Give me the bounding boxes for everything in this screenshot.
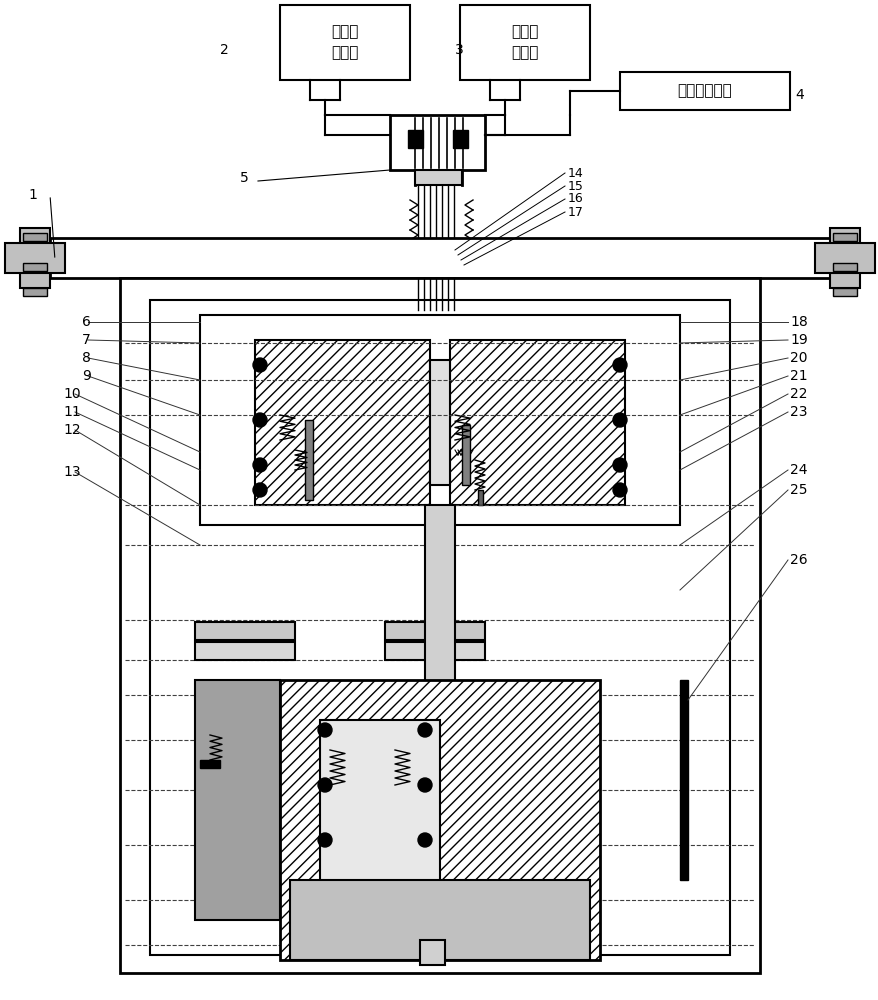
Circle shape [612, 458, 626, 472]
Bar [385, 642, 485, 660]
Text: 3: 3 [455, 43, 464, 57]
Bar [414, 170, 462, 185]
Text: 26: 26 [789, 553, 807, 567]
Bar [459, 5, 589, 80]
Bar [23, 288, 47, 296]
Text: 2: 2 [220, 43, 228, 57]
Circle shape [318, 833, 332, 847]
Text: 15: 15 [567, 180, 583, 193]
Bar [280, 680, 600, 960]
Bar [390, 115, 485, 170]
Circle shape [418, 723, 431, 737]
Bar [255, 340, 429, 505]
Circle shape [612, 413, 626, 427]
Text: 21: 21 [789, 369, 807, 383]
Circle shape [318, 778, 332, 792]
Bar [829, 228, 859, 288]
Bar [680, 680, 687, 880]
Text: 热电偶温度计: 热电偶温度计 [677, 84, 731, 99]
Text: 8: 8 [82, 351, 90, 365]
Circle shape [253, 483, 267, 497]
Bar [425, 505, 455, 955]
Bar [305, 420, 313, 500]
Text: 14: 14 [567, 167, 583, 180]
Text: 23: 23 [789, 405, 807, 419]
Circle shape [418, 833, 431, 847]
Bar [429, 360, 450, 485]
Text: 10: 10 [63, 387, 81, 401]
Bar [619, 72, 789, 110]
Text: 11: 11 [63, 405, 81, 419]
Bar [195, 642, 295, 660]
Bar [290, 880, 589, 960]
Bar [20, 228, 50, 288]
Circle shape [612, 358, 626, 372]
Bar [23, 233, 47, 241]
Circle shape [612, 483, 626, 497]
Bar [420, 940, 444, 965]
Bar [200, 315, 680, 525]
Bar [462, 425, 470, 485]
Bar [195, 680, 280, 920]
Text: 电化学
工作站: 电化学 工作站 [331, 25, 358, 61]
Text: 7: 7 [82, 333, 90, 347]
Bar [195, 622, 295, 640]
Text: 25: 25 [789, 483, 807, 497]
Bar [478, 490, 482, 505]
Text: 1: 1 [28, 188, 37, 202]
Bar [280, 5, 409, 80]
Text: 13: 13 [63, 465, 81, 479]
Polygon shape [407, 130, 422, 148]
Circle shape [318, 723, 332, 737]
Circle shape [253, 413, 267, 427]
Bar [832, 288, 856, 296]
Bar [832, 263, 856, 271]
Polygon shape [452, 130, 467, 148]
Text: 19: 19 [789, 333, 807, 347]
Bar [200, 760, 220, 768]
Text: 17: 17 [567, 206, 583, 219]
Text: 22: 22 [789, 387, 807, 401]
Bar [150, 300, 729, 955]
Text: 电化学
工作站: 电化学 工作站 [511, 25, 538, 61]
Circle shape [253, 358, 267, 372]
Text: 24: 24 [789, 463, 807, 477]
Text: 16: 16 [567, 192, 583, 206]
Bar [385, 622, 485, 640]
Text: 12: 12 [63, 423, 81, 437]
Circle shape [253, 458, 267, 472]
Bar [320, 720, 440, 920]
Bar [23, 263, 47, 271]
Bar [814, 243, 874, 273]
Bar [5, 243, 65, 273]
Bar [50, 238, 829, 278]
Bar [832, 233, 856, 241]
Text: 6: 6 [82, 315, 90, 329]
Circle shape [418, 778, 431, 792]
Text: 18: 18 [789, 315, 807, 329]
Bar [120, 278, 759, 973]
Text: 9: 9 [82, 369, 90, 383]
Text: 5: 5 [240, 171, 248, 185]
Text: 20: 20 [789, 351, 807, 365]
Bar [450, 340, 624, 505]
Text: 4: 4 [794, 88, 802, 102]
